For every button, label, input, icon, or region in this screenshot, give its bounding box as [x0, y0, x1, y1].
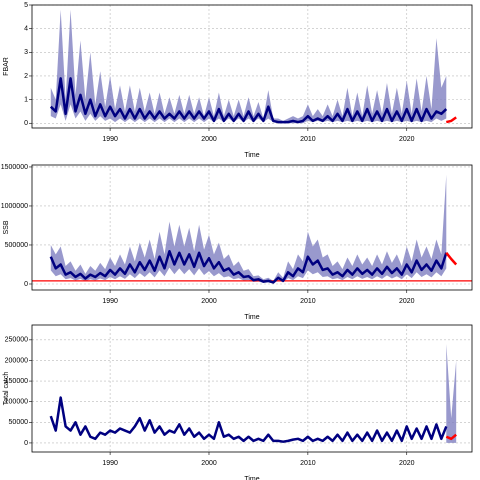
median-line [49, 396, 448, 443]
x-tick-label: 2020 [399, 298, 415, 305]
x-tick-label: 2020 [399, 136, 415, 143]
y-axis-label: FBAR [3, 57, 10, 76]
y-tick-label: 3 [24, 49, 28, 56]
median-line [49, 249, 448, 284]
y-tick-label: 1 [24, 96, 28, 103]
x-tick-label: 2010 [300, 460, 316, 467]
median-line [49, 77, 448, 124]
x-tick-label: 1990 [102, 298, 118, 305]
y-tick-label: 4 [24, 25, 28, 32]
y-tick-label: 1500000 [1, 164, 28, 171]
x-axis-label: Time [244, 476, 259, 480]
x-tick-label: 1990 [102, 460, 118, 467]
forecast-line [445, 252, 458, 266]
y-tick-label: 250000 [5, 337, 28, 344]
y-tick-label: 5 [24, 2, 28, 9]
plot-frame [31, 324, 473, 453]
y-tick-label: 500000 [5, 242, 28, 249]
confidence-band [50, 174, 447, 284]
x-tick-label: 2000 [201, 136, 217, 143]
y-tick-label: 150000 [5, 378, 28, 385]
x-tick-label: 2000 [201, 460, 217, 467]
forecast-band [446, 343, 457, 443]
x-tick-label: 2000 [201, 298, 217, 305]
x-tick-label: 2010 [300, 298, 316, 305]
forecast-line [446, 116, 457, 124]
x-axis-label: Time [244, 314, 259, 321]
y-tick-label: 1000000 [1, 203, 28, 210]
plot-frame [31, 4, 473, 129]
y-tick-label: 0 [24, 281, 28, 288]
y-tick-label: 2 [24, 73, 28, 80]
x-tick-label: 1990 [102, 136, 118, 143]
plot-frame [31, 164, 473, 291]
forecast-line [445, 433, 457, 441]
confidence-band [50, 9, 447, 124]
y-tick-label: 200000 [5, 357, 28, 364]
y-tick-label: 0 [24, 440, 28, 447]
y-axis-label: Total catch [3, 372, 10, 406]
y-tick-label: 0 [24, 120, 28, 127]
x-tick-label: 2020 [399, 460, 415, 467]
y-axis-label: SSB [3, 220, 10, 234]
x-tick-label: 2010 [300, 136, 316, 143]
x-axis-label: Time [244, 152, 259, 159]
y-tick-label: 50000 [9, 419, 29, 426]
y-tick-label: 100000 [5, 399, 28, 406]
